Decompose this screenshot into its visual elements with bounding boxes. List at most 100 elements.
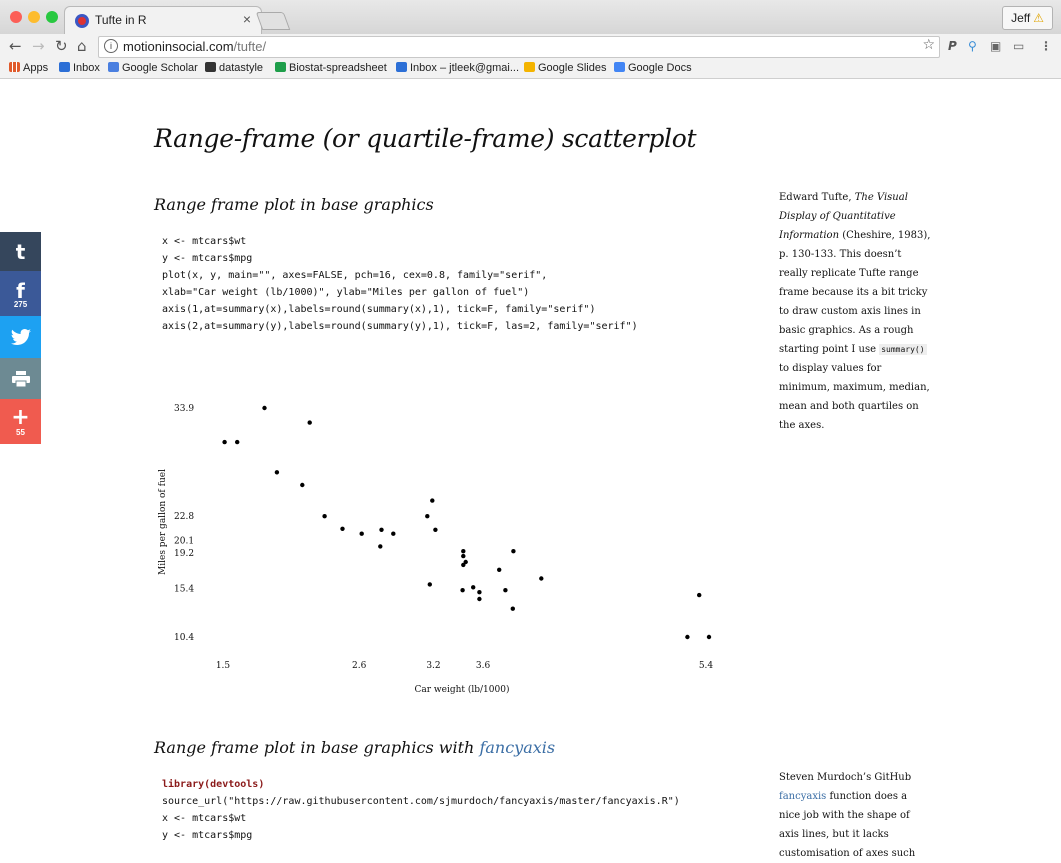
extension-square-icon[interactable]: ▣ (990, 39, 1002, 53)
close-window-button[interactable] (10, 11, 22, 23)
code-text: x <- mtcars$wt (162, 813, 247, 824)
share-more-button[interactable]: + 55 (0, 399, 41, 444)
data-point (359, 531, 364, 536)
maximize-window-button[interactable] (46, 11, 58, 23)
sidenote-author: Edward Tufte, (779, 192, 855, 203)
data-point (274, 470, 280, 475)
code-text: source_url("https://raw.githubuserconten… (162, 796, 680, 807)
site-favicon-icon (75, 14, 89, 28)
bookmark-biostat-spreadsheet[interactable]: Biostat-spreadsheet (275, 62, 387, 74)
bookmarks-bar: Apps Inbox Google Scholar datastyle Bios… (0, 60, 1061, 79)
code-line: x <- mtcars$wt (162, 810, 680, 827)
sidenote-book-title: The Visual Display of Quantitative Infor… (779, 192, 908, 241)
tumblr-icon: t (15, 240, 26, 264)
browser-tab[interactable]: Tufte in R × (64, 6, 262, 35)
extension-p-icon[interactable]: P (948, 39, 957, 53)
bookmark-google-slides[interactable]: Google Slides (524, 62, 607, 74)
data-point (461, 549, 466, 554)
code-line: plot(x, y, main="", axes=FALSE, pch=16, … (162, 267, 638, 284)
heading-text: Range frame plot in base graphics with (154, 738, 480, 757)
x-tick-label: 5.4 (699, 661, 714, 671)
data-point (433, 527, 438, 532)
url-text[interactable]: motioninsocial.com/tufte/ (123, 39, 266, 54)
share-facebook-button[interactable]: f 275 (0, 271, 41, 316)
sidenote-text: Steven Murdoch’s GitHub (779, 772, 912, 783)
scholar-icon (108, 62, 119, 72)
y-tick-label: 33.9 (174, 404, 194, 414)
x-tick-label: 2.6 (352, 661, 367, 671)
code-text: x <- mtcars$wt (162, 236, 247, 247)
data-point (379, 527, 384, 532)
bookmark-google-scholar[interactable]: Google Scholar (108, 62, 198, 74)
warning-icon: ⚠ (1033, 11, 1044, 25)
browser-title-bar: Tufte in R × Jeff ⚠ (0, 0, 1061, 35)
share-tumblr-button[interactable]: t (0, 232, 41, 271)
share-print-button[interactable] (0, 358, 41, 399)
data-point (497, 567, 502, 572)
data-point (471, 585, 476, 590)
home-icon[interactable]: ⌂ (77, 37, 87, 55)
more-share-count: 55 (16, 428, 25, 437)
data-point (427, 582, 432, 587)
bookmark-inbox[interactable]: Inbox (59, 62, 100, 74)
profile-button[interactable]: Jeff ⚠ (1002, 6, 1053, 30)
printer-icon (11, 371, 30, 388)
bookmark-label: Inbox (73, 62, 100, 74)
bookmark-label: Apps (23, 62, 49, 74)
y-tick-label: 19.2 (174, 549, 194, 559)
address-bar[interactable]: i motioninsocial.com/tufte/ ☆ (98, 36, 940, 58)
data-point (307, 420, 312, 425)
code-line: source_url("https://raw.githubuserconten… (162, 793, 680, 810)
code-line: x <- mtcars$wt (162, 233, 638, 250)
fancyaxis-heading-link[interactable]: fancyaxis (479, 738, 556, 757)
bookmark-datastyle[interactable]: datastyle (205, 62, 263, 74)
back-arrow-icon[interactable]: ← (9, 37, 22, 55)
inbox-icon (396, 62, 407, 72)
twitter-icon (10, 329, 31, 345)
extension-satellite-icon[interactable]: ⚲ (968, 39, 977, 53)
info-icon[interactable]: i (104, 39, 118, 53)
data-point (477, 590, 482, 595)
bookmark-apps[interactable]: Apps (9, 62, 48, 74)
bookmark-label: Google Docs (628, 62, 692, 74)
y-tick-label: 15.4 (174, 584, 194, 594)
new-tab-button[interactable] (255, 12, 291, 30)
menu-dots-icon[interactable]: ⋮ (1040, 39, 1052, 53)
tab-title: Tufte in R (95, 13, 147, 27)
sidenote-text: to display values for minimum, maximum, … (779, 363, 930, 431)
book-icon (205, 62, 216, 72)
data-point (300, 482, 305, 488)
data-point (511, 549, 516, 554)
fancyaxis-link[interactable]: fancyaxis (779, 791, 827, 802)
data-point (222, 439, 227, 445)
data-point (430, 498, 435, 503)
y-tick-label: 20.1 (174, 537, 194, 547)
code-line: y <- mtcars$mpg (162, 250, 638, 267)
code-block-fancyaxis: library(devtools) source_url("https://raw… (162, 776, 680, 844)
section-heading-fancyaxis: Range frame plot in base graphics with f… (154, 738, 555, 757)
bookmark-label: Biostat-spreadsheet (289, 62, 387, 74)
browser-toolbar: ← → ↻ ⌂ i motioninsocial.com/tufte/ ☆ P … (0, 34, 1061, 60)
cast-icon[interactable]: ▭ (1013, 39, 1025, 53)
code-text: y <- mtcars$mpg (162, 830, 253, 841)
bookmark-google-docs[interactable]: Google Docs (614, 62, 692, 74)
facebook-share-count: 275 (13, 300, 28, 309)
bookmark-label: Google Scholar (122, 62, 198, 74)
url-host: motioninsocial.com (123, 39, 234, 54)
code-text: axis(2,at=summary(y),labels=round(summar… (162, 321, 638, 332)
data-point (322, 514, 327, 519)
bookmark-inbox-jtleek[interactable]: Inbox – jtleek@gmai... (396, 62, 519, 74)
data-point (262, 405, 267, 411)
reload-icon[interactable]: ↻ (55, 37, 68, 55)
slides-icon (524, 62, 535, 72)
minimize-window-button[interactable] (28, 11, 40, 23)
section-heading: Range frame plot in base graphics (154, 195, 434, 214)
forward-arrow-icon[interactable]: → (32, 37, 45, 55)
share-twitter-button[interactable] (0, 316, 41, 358)
x-axis-label: Car weight (lb/1000) (415, 684, 510, 695)
code-text: xlab="Car weight (lb/1000)", ylab="Miles… (162, 287, 530, 298)
tab-close-icon[interactable]: × (242, 11, 251, 27)
y-axis-label: Miles per gallon of fuel (158, 469, 168, 575)
data-point (503, 588, 508, 593)
bookmark-star-icon[interactable]: ☆ (922, 37, 935, 53)
